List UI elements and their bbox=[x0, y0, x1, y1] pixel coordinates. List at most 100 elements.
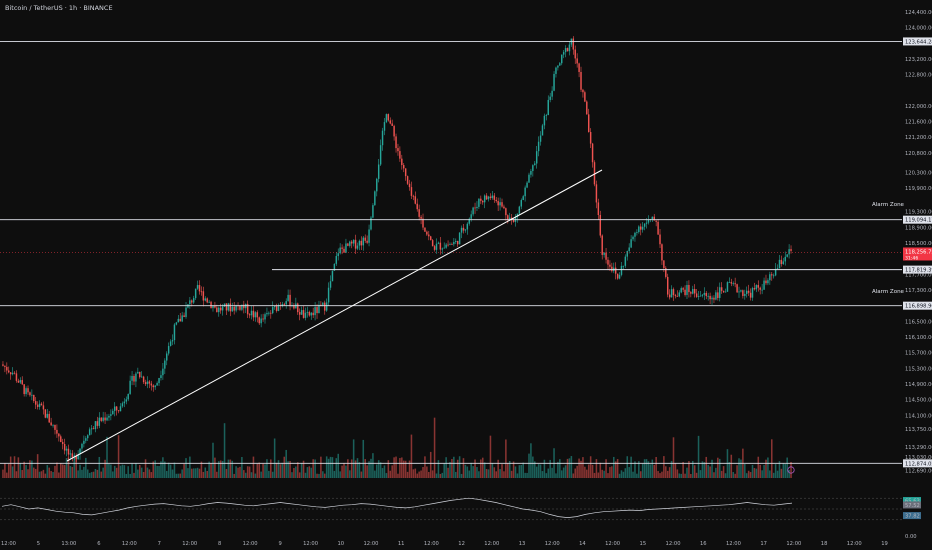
volume-bar bbox=[555, 473, 557, 478]
volume-bar bbox=[593, 472, 596, 478]
candle bbox=[399, 146, 401, 162]
volume-bar bbox=[115, 467, 118, 478]
candle bbox=[237, 302, 239, 311]
candle bbox=[25, 386, 27, 397]
candle bbox=[728, 277, 731, 283]
volume-bar bbox=[223, 423, 226, 478]
volume-bar bbox=[106, 436, 108, 478]
price-tick: 114,500.00 bbox=[905, 398, 932, 404]
volume-bar bbox=[628, 467, 630, 478]
candle bbox=[6, 362, 8, 375]
candle bbox=[202, 286, 205, 307]
bell-icon[interactable] bbox=[787, 466, 795, 474]
volume-bar bbox=[233, 473, 235, 478]
candle bbox=[98, 412, 101, 429]
candle bbox=[233, 301, 235, 315]
volume-bar bbox=[599, 462, 602, 478]
volume-bar bbox=[481, 457, 484, 478]
candle bbox=[697, 290, 700, 300]
candle bbox=[287, 289, 289, 302]
volume-bar bbox=[451, 458, 453, 478]
volume-bar bbox=[591, 464, 594, 478]
time-tick: 12:00 bbox=[243, 541, 258, 547]
price-axis[interactable]: 124,400.00 124,000.00 123,200.00 122,800.00… bbox=[905, 10, 932, 475]
price-tick: 119,900.00 bbox=[905, 186, 932, 192]
volume-bar bbox=[279, 464, 282, 478]
candle bbox=[753, 282, 756, 291]
rsi-line bbox=[1, 497, 793, 518]
candle bbox=[589, 128, 592, 149]
candle bbox=[418, 204, 420, 221]
candle bbox=[630, 235, 632, 249]
price-tick: 123,200.00 bbox=[905, 57, 932, 63]
volume-bar bbox=[17, 457, 20, 478]
symbol-title[interactable]: Bitcoin / TetherUS · 1h · BINANCE bbox=[5, 4, 113, 12]
candle bbox=[503, 204, 505, 210]
candle bbox=[200, 286, 203, 296]
candle bbox=[293, 303, 295, 310]
volume-bar bbox=[135, 463, 137, 478]
candle bbox=[146, 376, 149, 389]
candle bbox=[8, 366, 10, 374]
candle bbox=[620, 261, 623, 277]
exchange-label: BINANCE bbox=[83, 4, 113, 12]
volume-bar bbox=[231, 460, 234, 478]
candle bbox=[154, 384, 156, 390]
time-axis[interactable]: 12:00 5 13:00 6 12:00 7 12:00 8 12:00 9 12:00 10 12:… bbox=[1, 541, 888, 547]
volume-bar bbox=[4, 463, 6, 478]
candle bbox=[381, 127, 384, 151]
candle bbox=[52, 424, 54, 428]
candle bbox=[443, 242, 445, 249]
candle bbox=[260, 314, 262, 328]
candle bbox=[776, 264, 779, 270]
candle bbox=[258, 316, 260, 325]
volume-bar bbox=[6, 472, 8, 478]
candle bbox=[559, 62, 561, 66]
candle bbox=[58, 433, 60, 442]
candle bbox=[40, 402, 43, 406]
volume-bar bbox=[52, 472, 54, 478]
volume-bar bbox=[221, 460, 224, 478]
volume-bar bbox=[246, 466, 249, 478]
candle bbox=[757, 280, 760, 292]
candle bbox=[587, 108, 590, 133]
volume-bar bbox=[641, 463, 644, 478]
volume-bar bbox=[618, 473, 621, 478]
candle bbox=[767, 278, 769, 286]
volume-bar bbox=[73, 458, 76, 478]
volume-bar bbox=[449, 461, 451, 478]
volume-bar bbox=[406, 471, 409, 478]
volume-bar bbox=[576, 465, 578, 478]
volume-bar bbox=[524, 472, 526, 478]
candle bbox=[121, 401, 124, 408]
volume-bar bbox=[208, 461, 210, 478]
volume-bar bbox=[375, 464, 378, 478]
volume-bar bbox=[670, 461, 673, 478]
candle bbox=[456, 240, 459, 247]
volume-bar bbox=[730, 454, 733, 478]
trendline[interactable] bbox=[66, 169, 603, 462]
volume-bar bbox=[422, 467, 424, 478]
candle bbox=[784, 251, 786, 266]
candle bbox=[724, 288, 727, 293]
candle bbox=[749, 288, 752, 301]
candle bbox=[2, 361, 4, 367]
price-tick: 118,500.00 bbox=[905, 241, 932, 247]
candle bbox=[231, 302, 233, 312]
time-tick: 12:00 bbox=[605, 541, 620, 547]
candle bbox=[227, 302, 230, 312]
volume-bar bbox=[206, 470, 208, 478]
candle bbox=[663, 260, 665, 272]
countdown-label: 31:46 bbox=[905, 255, 918, 261]
candle bbox=[543, 113, 546, 130]
candle bbox=[541, 123, 544, 136]
volume-bar bbox=[156, 465, 158, 478]
candle bbox=[593, 160, 596, 187]
volume-bar bbox=[601, 469, 603, 478]
volume-bar bbox=[605, 459, 607, 478]
candle bbox=[316, 304, 318, 319]
candle bbox=[497, 197, 499, 211]
candle bbox=[580, 66, 582, 92]
volume-bar bbox=[154, 460, 156, 478]
